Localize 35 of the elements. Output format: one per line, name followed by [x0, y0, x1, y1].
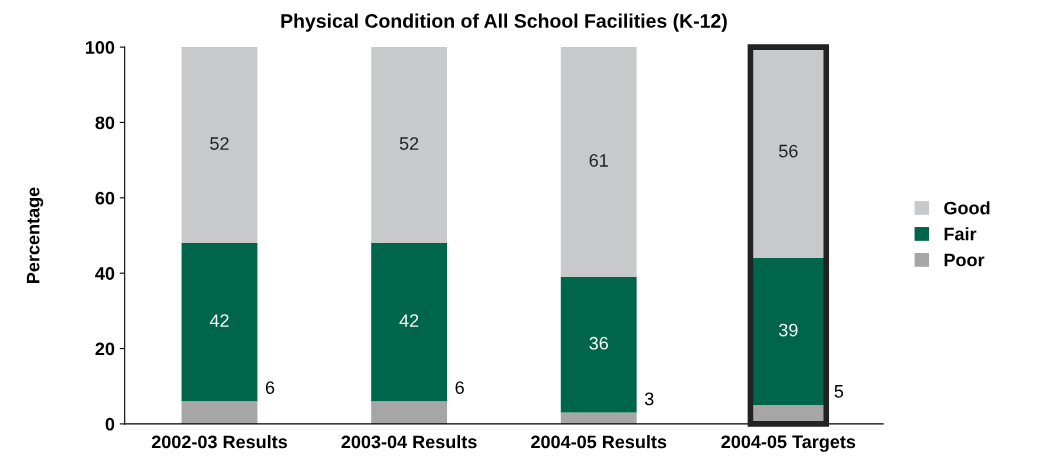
bar [181, 401, 258, 424]
x-tick-label: 2004-05 Results [531, 435, 667, 449]
data-label: 5 [834, 385, 844, 398]
data-label: 6 [265, 381, 275, 394]
bar [371, 243, 448, 402]
y-axis-title: Percentage [26, 187, 44, 283]
data-label: 3 [644, 392, 654, 406]
bar [560, 276, 637, 413]
legend-label: Fair [944, 227, 977, 241]
y-tick-label: 40 [95, 267, 115, 280]
data-label: 39 [778, 323, 798, 337]
x-tick-label: 2004-05 Targets [721, 435, 856, 452]
data-label: 36 [589, 336, 608, 350]
y-tick-label: 20 [95, 342, 115, 356]
chart-title: Physical Condition of All School Facilities (K-12) [281, 13, 727, 32]
y-tick-label: 100 [85, 41, 115, 54]
data-label: 61 [589, 154, 608, 167]
data-label: 52 [399, 137, 419, 150]
y-tick-label: 0 [105, 417, 115, 431]
data-label: 42 [209, 314, 229, 327]
bar [181, 243, 258, 402]
x-tick-label: 2003-04 Results [341, 435, 477, 449]
data-label: 6 [455, 381, 464, 394]
bar [181, 47, 258, 244]
data-label: 56 [779, 144, 798, 158]
data-label: 42 [399, 314, 419, 327]
y-tick-label: 60 [95, 191, 115, 205]
data-label: 52 [210, 137, 229, 150]
bar [371, 401, 448, 424]
x-tick-label: 2002-03 Results [151, 435, 288, 449]
legend-label: Poor [944, 253, 985, 267]
y-tick-label: 80 [95, 116, 115, 130]
legend-label: Good [944, 201, 990, 215]
bar [560, 47, 637, 277]
bar [371, 47, 448, 244]
